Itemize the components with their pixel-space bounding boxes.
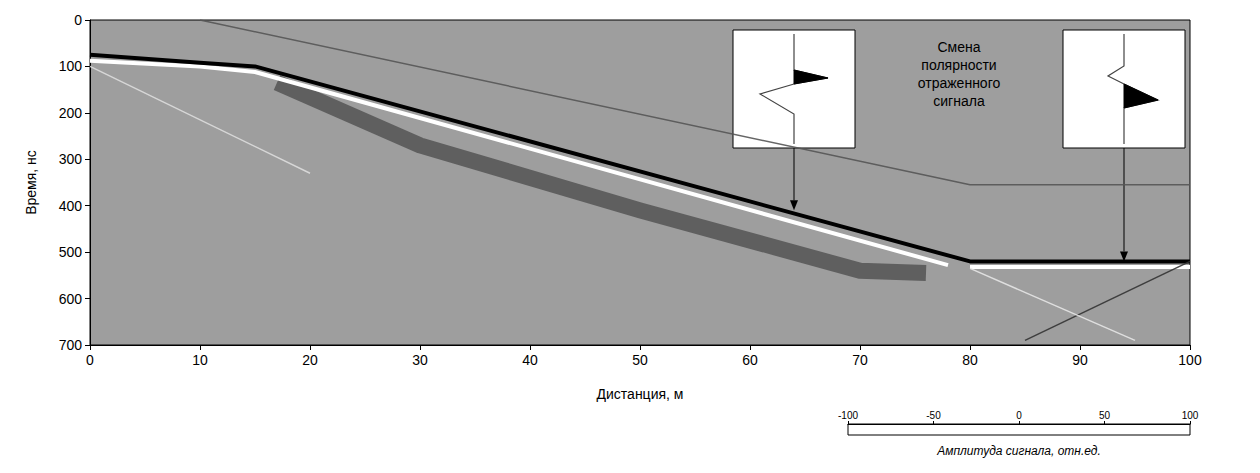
svg-text:10: 10 [192,352,208,368]
svg-text:100: 100 [1182,410,1199,421]
svg-text:0: 0 [86,352,94,368]
svg-text:30: 30 [412,352,428,368]
svg-text:100: 100 [1178,352,1202,368]
svg-text:80: 80 [962,352,978,368]
svg-text:Амплитуда сигнала, отн.ед.: Амплитуда сигнала, отн.ед. [936,444,1101,458]
svg-text:200: 200 [59,105,83,121]
svg-text:Дистанция, м: Дистанция, м [597,386,684,402]
svg-text:Время, нс: Время, нс [23,150,39,215]
svg-text:отраженного: отраженного [918,75,1001,91]
svg-text:0: 0 [1016,410,1022,421]
svg-text:-50: -50 [926,410,941,421]
svg-text:500: 500 [59,244,83,260]
svg-text:600: 600 [59,291,83,307]
svg-text:20: 20 [302,352,318,368]
svg-text:0: 0 [74,12,82,28]
svg-text:50: 50 [632,352,648,368]
svg-text:сигнала: сигнала [933,93,985,109]
svg-text:50: 50 [1099,410,1111,421]
svg-text:40: 40 [522,352,538,368]
svg-text:70: 70 [852,352,868,368]
svg-text:300: 300 [59,151,83,167]
svg-text:100: 100 [59,58,83,74]
svg-text:60: 60 [742,352,758,368]
svg-text:-100: -100 [838,410,858,421]
svg-text:90: 90 [1072,352,1088,368]
svg-text:400: 400 [59,198,83,214]
svg-text:полярности: полярности [921,57,996,73]
svg-text:700: 700 [59,337,83,353]
svg-text:Смена: Смена [937,39,980,55]
